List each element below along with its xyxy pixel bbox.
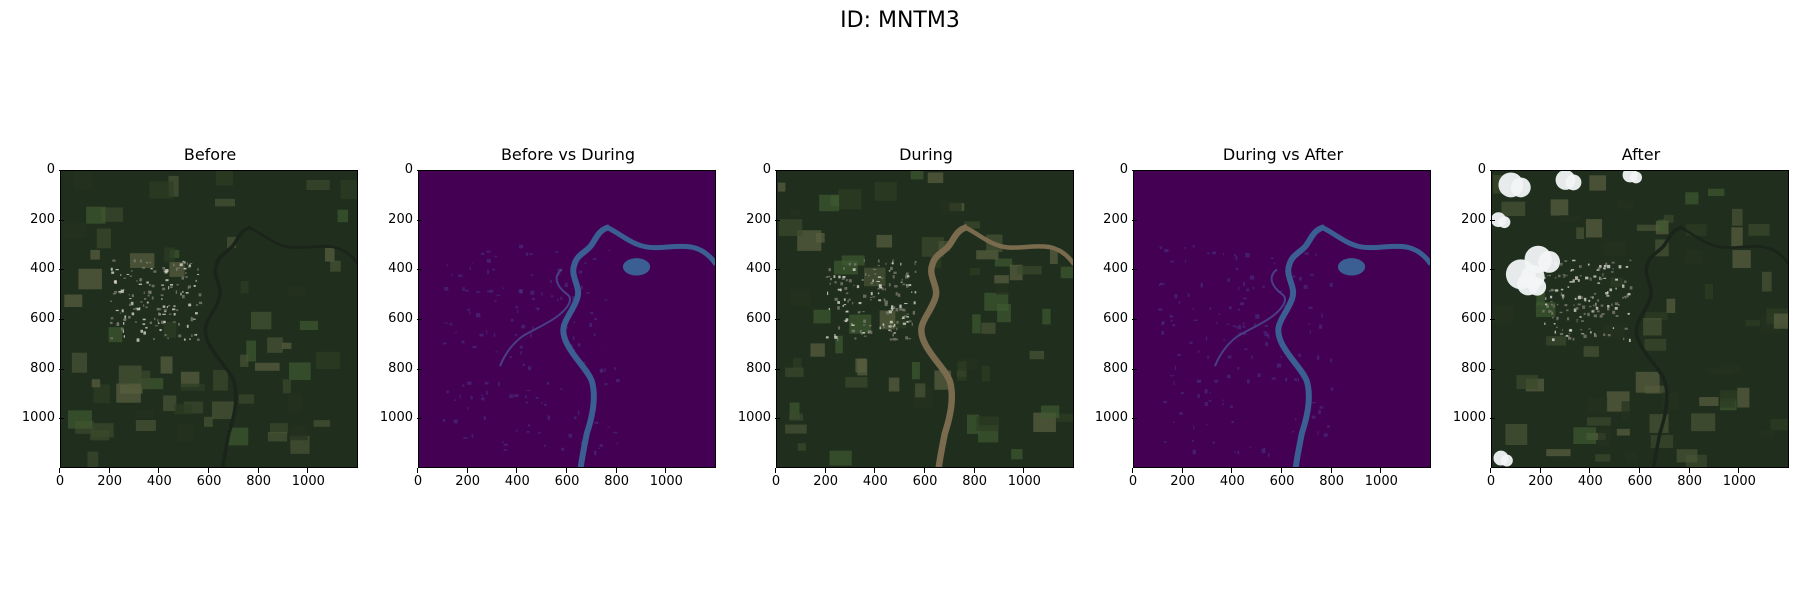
panel-after-title: After [1621,145,1661,164]
panel-before-ytick: 800 [30,360,64,376]
panel-during-vs-after-xtick: 200 [1158,468,1208,489]
panel-during-ytick: 200 [746,211,780,227]
panel-during-vs-after-ytick: 200 [1103,211,1137,227]
panel-during-vs-after-xtick: 600 [1257,468,1307,489]
panel-after-ytick: 0 [1477,162,1496,177]
panel-before-vs-during-ytick: 800 [388,360,422,376]
panel-before-ytick: 200 [30,211,64,227]
panel-before-image [60,170,358,468]
panel-before-vs-during-ytick: 200 [388,211,422,227]
panel-during-vs-after-title: During vs After [1222,145,1344,164]
panel-during-river [918,223,969,468]
figure-title: ID: MNTM3 [840,8,960,33]
panel-during-xtick: 200 [801,468,851,489]
panel-during-vs-after-river-change [1275,224,1326,468]
panel-after-ytick: 1000 [1452,410,1496,426]
panel-before-vs-during-river-change [560,224,611,468]
panel-during-vs-after-ytick: 0 [1119,162,1138,177]
panel-during-xtick: 600 [900,468,950,489]
panel-during-vs-after-ytick: 1000 [1094,410,1138,426]
panel-before-ytick: 0 [46,162,65,177]
panel-after: After 0 200 400 600 800 1000 0 200 400 600 800 1000 [1431,145,1789,495]
panel-before-vs-during-xtick: 200 [443,468,493,489]
panel-during-vs-after: During vs After 0 200 400 600 800 1000 0 200 400 6… [1073,145,1431,495]
panel-during-xtick: 400 [850,468,900,489]
panel-during-vs-after-xtick: 0 [1108,468,1158,489]
panel-before-ytick: 400 [30,261,64,277]
panel-during-vs-after-xtick: 800 [1307,468,1357,489]
panel-before-ytick: 600 [30,311,64,326]
panel-during-town [825,259,917,342]
panel-during-vs-after-ytick: 800 [1103,360,1137,376]
panel-during: During 0 200 400 600 800 1000 0 200 400 600 800 1000 [716,145,1074,495]
panel-during-vs-after-ytick: 600 [1103,311,1137,326]
panel-after-xtick: 400 [1565,468,1615,489]
panel-before-town [109,259,203,342]
panel-before-ytick: 1000 [21,410,65,426]
panel-before-vs-during-ytick: 600 [388,311,422,326]
panel-before-xtick: 200 [85,468,135,489]
panel-during-vs-after-image [1133,170,1431,468]
panel-during-vs-after-xtick: 1000 [1356,468,1406,489]
panel-after-river [1634,225,1683,468]
panel-after-image [1491,170,1789,468]
panel-during-ytick: 600 [746,311,780,326]
panel-before-vs-during-image [418,170,716,468]
panel-before-vs-during-ytick: 1000 [379,410,423,426]
panel-during-xtick: 0 [751,468,801,489]
panel-after-xtick: 800 [1665,468,1715,489]
panel-after-ytick: 800 [1461,360,1495,376]
panel-after-xtick: 200 [1516,468,1566,489]
panel-after-xtick: 1000 [1714,468,1764,489]
panel-during-ytick: 0 [762,162,781,177]
panel-before-vs-during-xtick: 1000 [641,468,691,489]
panel-during-ytick: 1000 [737,410,781,426]
panel-during-title: During [899,145,953,164]
panel-before-vs-during-ytick: 400 [388,261,422,277]
panel-before-vs-during-xtick: 0 [393,468,443,489]
panel-before-vs-during-xtick: 800 [592,468,642,489]
panel-after-ytick: 600 [1461,311,1495,326]
panel-during-xtick: 800 [950,468,1000,489]
panel-after-town [1542,259,1633,343]
panel-during-ytick: 400 [746,261,780,277]
panel-during-ytick: 800 [746,360,780,376]
panel-before-xtick: 600 [184,468,234,489]
panel-after-ytick: 200 [1461,211,1495,227]
panel-before-xtick: 800 [234,468,284,489]
panel-during-image [776,170,1074,468]
panel-before-vs-during-title: Before vs During [500,145,636,164]
panel-before-vs-during-xtick: 400 [492,468,542,489]
panel-during-xtick: 1000 [999,468,1049,489]
panel-before-title: Before [183,145,237,164]
panel-during-vs-after-ytick: 400 [1103,261,1137,277]
panel-after-xtick: 0 [1466,468,1516,489]
panel-before-xtick: 400 [134,468,184,489]
panel-before-xtick: 1000 [283,468,333,489]
panel-after-xtick: 600 [1615,468,1665,489]
panel-before-river [203,225,252,468]
panel-before-vs-during-xtick: 600 [542,468,592,489]
panel-after-clouds [1491,170,1642,467]
panel-before-xtick: 0 [35,468,85,489]
panel-before-vs-during-ytick: 0 [404,162,423,177]
panel-before-vs-during: Before vs During 0 200 400 600 800 1000 0 200 400… [358,145,716,495]
panel-before: Before 0 200 400 600 800 1000 0 200 400 600 800 1000 [0,145,358,495]
panel-during-vs-after-xtick: 400 [1207,468,1257,489]
panel-after-ytick: 400 [1461,261,1495,277]
